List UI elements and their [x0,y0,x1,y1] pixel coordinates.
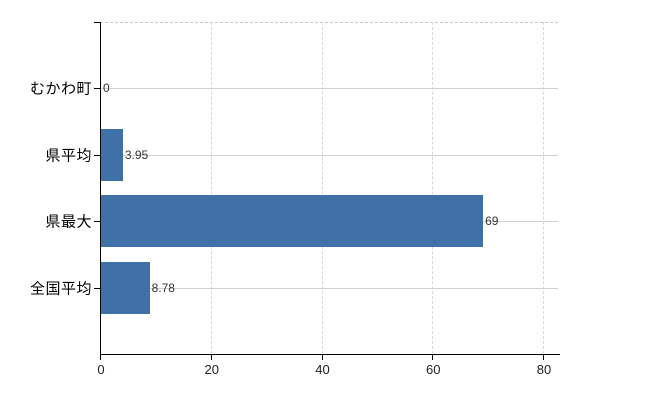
x-axis-tick [543,354,544,360]
x-axis-tick [321,354,323,360]
x-axis-tick [100,354,101,360]
v-gridline [432,22,434,354]
bar-value-label: 0 [103,81,110,96]
v-gridline [543,22,544,354]
v-gridline [210,22,212,354]
bar [101,195,484,248]
bar [101,261,150,314]
category-label: むかわ町 [29,80,92,98]
y-axis-tick [94,154,100,156]
x-tick-label: 40 [315,362,330,377]
x-tick-label: 80 [536,362,552,377]
y-axis-line [100,22,101,354]
h-gridline [100,154,558,156]
bar-value-label: 3.95 [124,147,149,162]
plot-top-border [100,22,558,23]
y-axis-tick [94,88,100,90]
y-axis-tick [94,221,100,223]
y-axis-top-tick [94,22,100,23]
bar-value-label: 8.78 [151,280,175,295]
x-axis-tick [432,354,434,360]
bar [101,128,123,181]
bar-value-label: 69 [485,214,499,229]
x-axis-line [100,354,560,355]
h-gridline [100,287,558,289]
h-gridline [100,88,558,90]
category-label: 県平均 [45,147,92,165]
x-tick-label: 60 [426,362,441,377]
x-tick-label: 20 [204,362,219,377]
category-label: 全国平均 [29,280,92,298]
y-axis-tick [94,287,100,289]
x-tick-label: 0 [97,362,105,377]
x-axis-tick [210,354,212,360]
v-gridline [321,22,323,354]
category-label: 県最大 [45,213,92,231]
